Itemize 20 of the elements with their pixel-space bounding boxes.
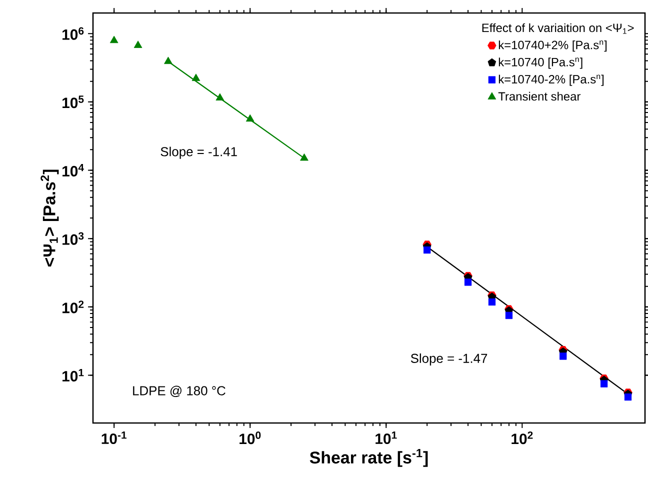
y-tick-label: 10$^{1}$ (62, 368, 84, 382)
y-tick-label: 10$^{3}$ (62, 232, 84, 245)
annotation: Slope = -1.47 (410, 353, 488, 366)
annotation: LDPE @ 180 °C (133, 386, 226, 397)
legend-label: k=10740 [Pa.s$^{n}$] (498, 58, 582, 69)
x-tick-label: 10$^{-1}$ (102, 432, 126, 444)
legend-title: Effect of k variaition on <Ψ$_{1}$> (482, 23, 634, 34)
y-axis-title: <Ψ$_{1}$> [Pa.s$^{2}$] (40, 170, 59, 267)
legend-label: Transient shear (498, 92, 581, 101)
x-tick-label: 10$^{2}$ (512, 431, 533, 444)
legend-label: k=10740-2% [Pa.s$^{n}$] (498, 74, 604, 86)
annotation: Slope = -1.41 (160, 146, 237, 159)
x-tick-label: 10$^{1}$ (376, 432, 397, 444)
y-tick-label: 10$^{6}$ (62, 27, 84, 40)
y-tick-label: 10$^{4}$ (62, 164, 84, 177)
legend-label: k=10740+2% [Pa.s$^{n}$] (498, 40, 607, 52)
y-tick-label: 10$^{5}$ (62, 96, 84, 108)
x-tick-label: 10$^{0}$ (240, 431, 261, 444)
x-axis-title: Shear rate [s$^{-1}$] (310, 449, 428, 467)
y-tick-label: 10$^{2}$ (62, 300, 84, 314)
